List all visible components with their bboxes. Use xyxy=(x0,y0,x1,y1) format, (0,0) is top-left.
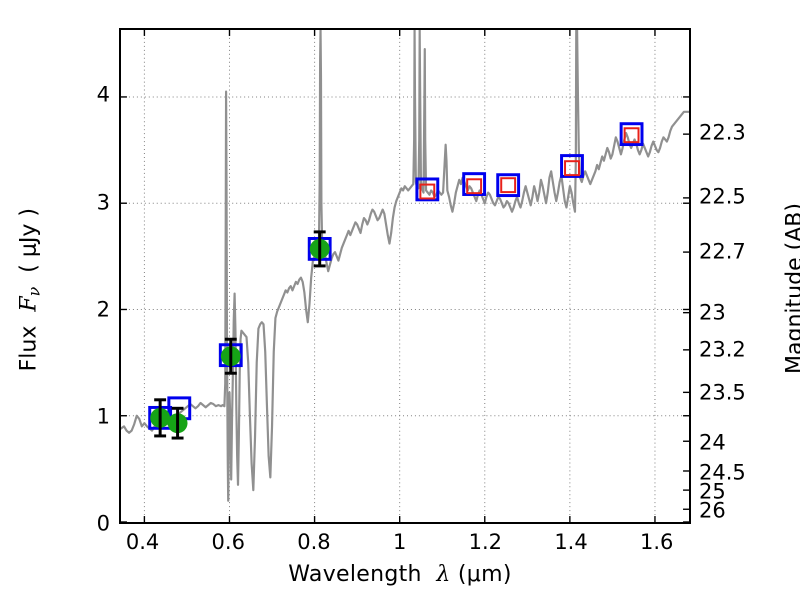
y-tick-label: 3 xyxy=(96,190,110,215)
photometry-marker xyxy=(564,160,580,177)
photometry-marker xyxy=(462,172,487,196)
photometry-marker xyxy=(496,173,521,198)
magnitude-tick-label: 23.2 xyxy=(699,337,746,362)
x-tick-label: 1.2 xyxy=(468,530,503,554)
y-axis-tick-labels-left: 0 1 2 3 4 xyxy=(78,0,110,600)
magnitude-tick-label: 23 xyxy=(699,300,726,325)
photometry-marker xyxy=(623,127,640,144)
x-axis-label-symbol: λ xyxy=(436,562,451,587)
model-photometry-blue-markers xyxy=(148,122,644,430)
y-tick-label: 4 xyxy=(96,82,110,107)
magnitude-tick-label: 22.5 xyxy=(699,184,746,209)
plot-canvas xyxy=(121,30,689,522)
photometry-marker xyxy=(419,183,436,200)
y-axis-label-right: Magnitude (AB) xyxy=(782,203,800,374)
y-axis-label-left: Flux Fν ( μJy ) xyxy=(16,80,43,500)
x-tick-label: 1 xyxy=(392,530,407,554)
axis-ticks xyxy=(121,30,689,522)
x-axis-label: Wavelength λ (μm) xyxy=(0,562,800,587)
magnitude-tick-label: 25 xyxy=(699,479,726,504)
model-spectrum-line xyxy=(121,30,689,502)
x-tick-label: 1.6 xyxy=(640,530,674,554)
photometry-marker xyxy=(500,177,517,194)
x-tick-label: 0.6 xyxy=(211,530,245,554)
y-axis-label-symbol: F xyxy=(16,296,42,312)
magnitude-tick-label: 23.5 xyxy=(699,380,746,405)
x-axis-label-unit: (μm) xyxy=(457,562,512,587)
y-axis-label-subscript: ν xyxy=(24,286,44,297)
y-axis-label-text: Flux xyxy=(16,325,42,372)
magnitude-tick-label: 22.3 xyxy=(699,120,746,145)
y-tick-label: 0 xyxy=(96,511,110,536)
y-tick-label: 2 xyxy=(96,297,110,322)
x-tick-label: 1.4 xyxy=(554,530,588,554)
magnitude-tick-label: 24 xyxy=(699,430,726,455)
magnitude-tick-label: 24.5 xyxy=(699,460,746,485)
photometry-marker xyxy=(619,122,644,147)
magnitude-tick-label: 22.7 xyxy=(699,239,746,264)
gridlines xyxy=(121,30,689,522)
y-tick-label: 1 xyxy=(96,404,110,429)
plot-area xyxy=(119,28,691,524)
y-axis-tick-labels-right: 22.3 22.5 22.7 23 23.2 23.5 24 24.5 25 26 xyxy=(699,0,769,600)
x-axis-label-text: Wavelength xyxy=(288,562,422,587)
magnitude-tick-label: 26 xyxy=(699,498,726,523)
photometry-marker xyxy=(466,178,483,195)
x-tick-label: 0.8 xyxy=(297,530,331,554)
photometry-marker xyxy=(560,154,584,178)
observed-photometry-markers xyxy=(150,230,330,440)
photometry-marker xyxy=(415,177,440,202)
y-axis-label-unit: ( μJy ) xyxy=(16,208,42,273)
model-photometry-red-markers xyxy=(419,127,640,200)
x-tick-label: 0.4 xyxy=(125,530,160,554)
